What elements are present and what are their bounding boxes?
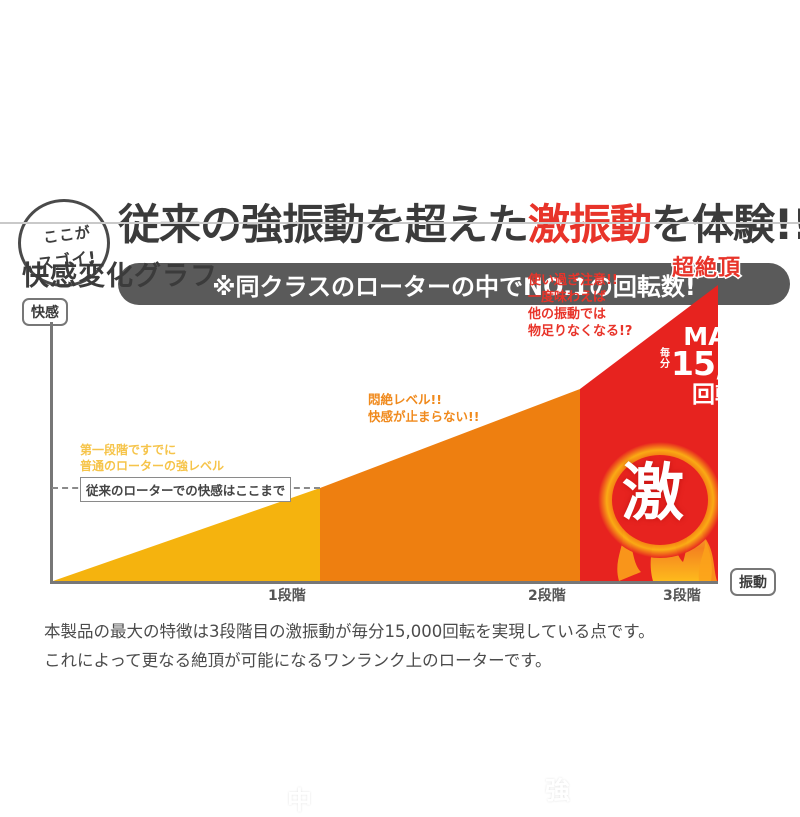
headline-prefix: 従来の強振動を超えた bbox=[118, 200, 529, 249]
caption-line-2: これによって更なる絶頂が可能になるワンランク上のローターです。 bbox=[44, 650, 552, 670]
max-rpm-badge: MAX 毎分 15,000 回転 bbox=[655, 322, 793, 408]
x-axis-line bbox=[50, 581, 718, 584]
caption-line-1: 本製品の最大の特徴は3段階目の激振動が毎分15,000回転を実現している点です。 bbox=[44, 622, 655, 641]
max-badge-unit: 回転 bbox=[692, 382, 738, 408]
peak-label: 超絶頂 bbox=[670, 255, 742, 283]
section-divider bbox=[0, 222, 800, 224]
annotation-stage-2-line-1: 悶絶レベル!! bbox=[368, 392, 442, 407]
chart-plot-area bbox=[53, 250, 718, 581]
headline-highlight: 激振動 bbox=[528, 200, 652, 249]
annotation-stage-1: 第一段階ですでに 普通のローターの強レベル bbox=[80, 443, 224, 475]
max-badge-max: MAX bbox=[683, 322, 747, 351]
band-orange bbox=[320, 389, 580, 581]
caption-block: 本製品の最大の特徴は3段階目の激振動が毎分15,000回転を実現している点です。… bbox=[44, 618, 764, 676]
max-badge-per: 毎分 bbox=[660, 348, 670, 370]
headline: 従来の強振動を超えた激振動を体験!! bbox=[118, 196, 800, 254]
x-tick-stage-1: 1段階 bbox=[268, 588, 306, 604]
annotation-stage-1-line-2: 普通のローターの強レベル bbox=[80, 458, 225, 473]
headline-suffix: を体験!! bbox=[651, 200, 800, 249]
infographic-page: ここが スゴイ! 従来の強振動を超えた激振動を体験!! ※同クラスのローターの中… bbox=[0, 95, 800, 815]
annotation-stage-1-line-1: 第一段階ですでに bbox=[80, 443, 177, 457]
annotation-stage-3: 使い過ぎ注意!! 一度味わえば 他の振動では 物足りなくなる!? bbox=[528, 272, 632, 341]
annotation-stage-2: 悶絶レベル!! 快感が止まらない!! bbox=[368, 392, 479, 425]
annotation-stage-3-line-4: 物足りなくなる!? bbox=[528, 324, 633, 340]
area-chart-svg bbox=[53, 285, 718, 581]
flame-graphic bbox=[598, 442, 718, 581]
x-tick-stage-3: 3段階 bbox=[663, 588, 701, 604]
pleasure-change-chart: 快感変化グラフ 快感 振動 bbox=[0, 230, 800, 815]
y-axis-line bbox=[50, 322, 53, 583]
annotation-stage-3-line-1: 使い過ぎ注意!! bbox=[528, 273, 618, 288]
annotation-stage-2-line-2: 快感が止まらない!! bbox=[368, 408, 480, 424]
chart-title: 快感変化グラフ bbox=[22, 261, 218, 292]
x-tick-stage-2: 2段階 bbox=[528, 588, 566, 604]
header-section: ここが スゴイ! 従来の強振動を超えた激振動を体験!! ※同クラスのローターの中… bbox=[0, 95, 800, 305]
koko-ga-sugoi-badge: ここが スゴイ! bbox=[18, 199, 110, 287]
max-badge-value: 15,000 bbox=[671, 344, 793, 383]
band-label-kyo: 強 bbox=[545, 776, 571, 805]
flame-char-geki: 激 bbox=[621, 456, 684, 529]
band-yellow bbox=[53, 488, 320, 581]
threshold-label: 従来のローターでの快感はここまで bbox=[80, 477, 292, 502]
subheadline-banner: ※同クラスのローターの中でNO.1の回転数! bbox=[118, 263, 790, 305]
annotation-stage-3-line-3: 他の振動では bbox=[528, 307, 607, 323]
x-axis-label: 振動 bbox=[730, 568, 776, 596]
annotation-stage-3-line-2: 一度味わえば bbox=[528, 290, 607, 306]
y-axis-label: 快感 bbox=[22, 298, 68, 326]
band-label-chu: 中 bbox=[287, 786, 313, 815]
